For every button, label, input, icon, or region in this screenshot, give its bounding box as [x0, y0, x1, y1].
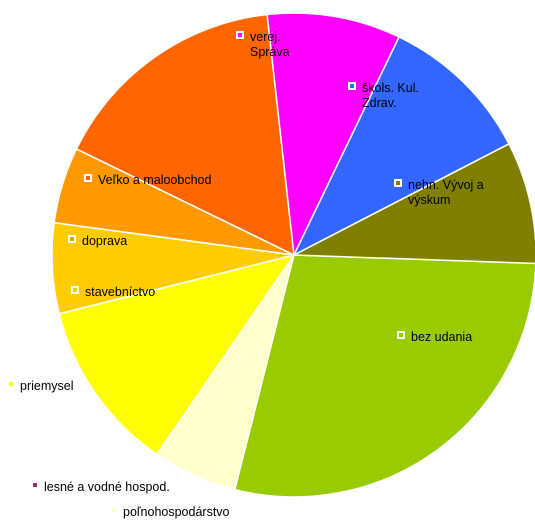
slice-label-text: priemysel — [20, 379, 74, 393]
slice-label-verej-sprava: verej. Správa — [236, 30, 290, 59]
slice-label-text: bez udania — [411, 330, 472, 344]
slice-label-text: lesné a vodné hospod. — [44, 480, 170, 494]
pie-slice-velko-a-maloobchod — [75, 13, 295, 257]
slice-label-text: stavebníctvo — [85, 285, 155, 299]
slice-label-skols-kul-zdrav: škols. Kul. Zdrav. — [348, 81, 419, 110]
legend-marker-icon — [236, 31, 244, 39]
pie-slice-nehn-vyvoj-a-vyskum — [291, 142, 535, 265]
pie-slice-verej-sprava — [266, 12, 401, 258]
slice-label-nehn-vyvoj-a-vyskum: nehn. Vývoj a výskum — [394, 178, 484, 207]
slice-label-stavebnictvo: stavebníctvo — [71, 285, 155, 299]
slice-label-priemysel: priemysel — [9, 379, 74, 393]
legend-marker-icon — [9, 382, 13, 386]
slice-label-lesne-a-vodne-hospod: lesné a vodné hospod. — [33, 480, 170, 494]
pie-slice-priemysel — [58, 253, 296, 456]
legend-marker-icon — [112, 508, 116, 512]
slice-label-text: doprava — [82, 234, 127, 248]
slice-label-text: škols. Kul. Zdrav. — [362, 81, 419, 110]
slice-label-bez-udania: bez udania — [397, 330, 472, 344]
pie-slice-bez-udania — [233, 254, 535, 498]
slice-label-text: poľnohospodárstvo — [123, 505, 230, 519]
slice-label-velko-a-maloobchod: Veľko a maloobchod — [84, 173, 211, 187]
slice-label-text: verej. Správa — [250, 30, 290, 59]
slice-label-text: Veľko a maloobchod — [98, 173, 211, 187]
slice-label-text: nehn. Vývoj a výskum — [408, 178, 484, 207]
legend-marker-icon — [394, 179, 402, 187]
legend-marker-icon — [84, 174, 92, 182]
legend-marker-icon — [68, 235, 76, 243]
slice-label-polnohospodarstvo: poľnohospodárstvo — [112, 505, 230, 519]
pie-slice-skols-kul-zdrav — [292, 35, 510, 257]
legend-marker-icon — [348, 82, 356, 90]
slice-label-doprava: doprava — [68, 234, 127, 248]
legend-marker-icon — [71, 286, 79, 294]
legend-marker-icon — [397, 331, 405, 339]
legend-marker-icon — [33, 483, 37, 487]
